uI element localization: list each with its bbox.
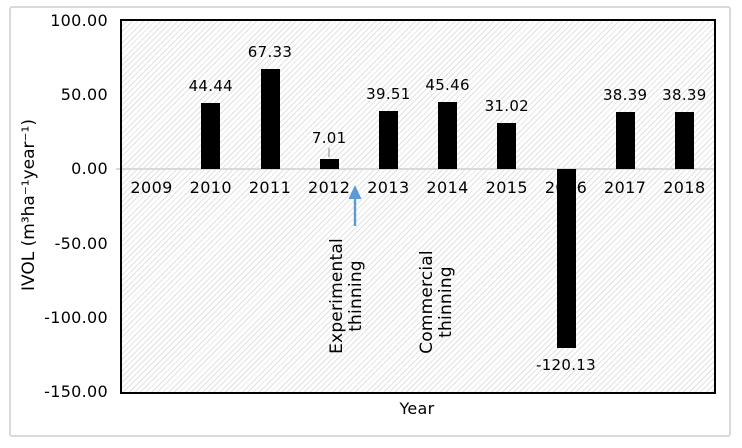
y-tick-label: 100.00 [50, 11, 108, 30]
y-axis-title: IVOL (m³ha⁻¹year⁻¹) [19, 119, 39, 291]
x-tick-label: 2014 [426, 178, 469, 197]
bar [378, 110, 398, 170]
y-tick-label: -50.00 [54, 233, 108, 253]
x-tick-label: 2011 [248, 178, 292, 197]
x-tick-label: 2017 [604, 178, 647, 197]
y-tick-label: 50.00 [60, 85, 108, 105]
experimental-thinning-annotation: Experimental thinning [326, 238, 366, 354]
y-tick-label: -150.00 [44, 382, 108, 401]
zero-gridline [116, 168, 714, 171]
x-tick-label: 2009 [130, 178, 173, 197]
commercial-thinning-annotation: Commercial thinning [416, 250, 456, 354]
bar [674, 112, 694, 170]
bar [201, 103, 221, 170]
y-tick-label: -100.00 [44, 307, 108, 327]
bar [615, 112, 635, 170]
label-leader-line [328, 147, 331, 157]
x-tick-label: 2010 [189, 178, 232, 197]
bar [319, 158, 339, 170]
x-tick-label: 2015 [485, 178, 528, 197]
bar-value-label: 38.39 [662, 86, 707, 105]
x-tick-label: 2012 [308, 178, 351, 197]
bar [260, 69, 280, 170]
x-tick-label: 2013 [367, 178, 410, 197]
chart-outer-frame [9, 6, 731, 437]
bar-value-label: 45.46 [425, 75, 470, 94]
bar-value-label: 44.44 [188, 77, 234, 96]
bar-value-label: 31.02 [484, 97, 530, 116]
x-tick-label: 2018 [663, 178, 706, 197]
bar-value-label: -120.13 [536, 355, 596, 374]
bar-value-label: 39.51 [366, 84, 411, 103]
bar [497, 123, 517, 170]
bar-value-label: 7.01 [311, 128, 347, 147]
bar [438, 101, 458, 170]
arrow-up-icon [348, 185, 362, 226]
y-tick-label: 0.00 [71, 159, 108, 179]
bar-value-label: 38.39 [602, 86, 648, 105]
plot-area [122, 21, 714, 392]
bar-value-label: 67.33 [247, 43, 293, 62]
bar [556, 169, 576, 348]
x-axis-title: Year [399, 399, 435, 418]
